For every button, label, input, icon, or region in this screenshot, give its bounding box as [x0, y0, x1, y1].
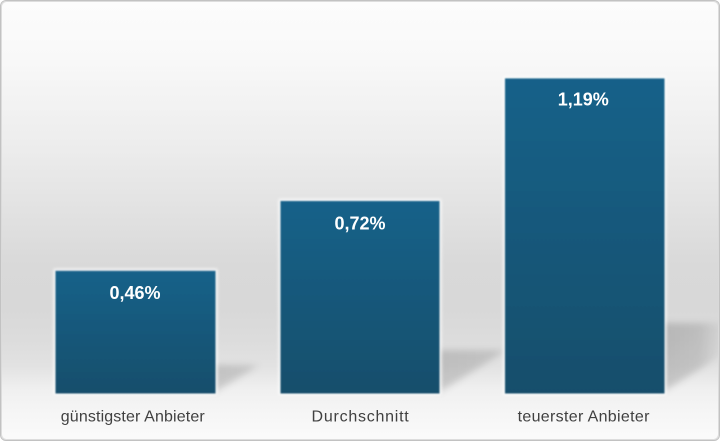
svg-text:Durchschnitt: Durchschnitt [312, 408, 410, 425]
svg-text:0,46%: 0,46% [109, 283, 160, 303]
svg-text:teuerster Anbieter: teuerster Anbieter [518, 408, 651, 425]
svg-text:1,19%: 1,19% [558, 89, 609, 109]
svg-text:günstigster Anbieter: günstigster Anbieter [61, 408, 206, 425]
svg-text:0,72%: 0,72% [334, 214, 385, 234]
